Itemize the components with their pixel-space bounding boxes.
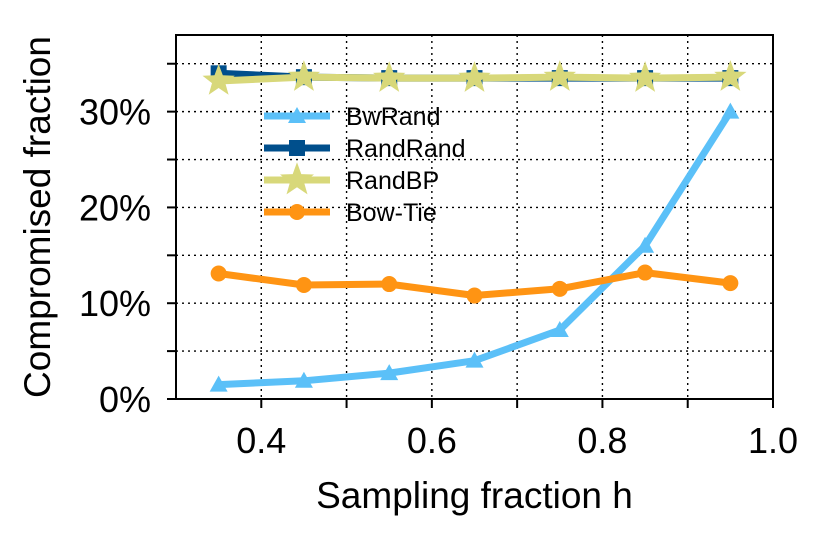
axis-ticks xyxy=(167,62,774,408)
data-point-bow-tie xyxy=(466,287,483,304)
data-point-bwrand xyxy=(465,351,484,368)
data-point-bow-tie xyxy=(381,276,398,293)
data-point-randbp xyxy=(543,60,576,91)
data-point-bwrand xyxy=(209,375,228,392)
x-axis-title: Sampling fraction h xyxy=(316,475,633,516)
data-point-bow-tie xyxy=(722,275,739,292)
data-point-bwrand xyxy=(380,364,399,381)
x-tick-label: 0.6 xyxy=(407,420,457,461)
y-tick-label: 20% xyxy=(79,187,151,228)
x-tick-label: 0.8 xyxy=(577,420,627,461)
data-point-bwrand xyxy=(294,371,313,388)
x-tick-label: 0.4 xyxy=(236,420,286,461)
legend-marker-randrand xyxy=(289,140,305,156)
y-tick-label: 0% xyxy=(99,379,151,420)
data-point-bow-tie xyxy=(210,265,227,282)
legend-label-bow-tie: Bow-Tie xyxy=(346,199,437,227)
data-point-bwrand xyxy=(721,102,740,119)
data-point-randbp xyxy=(287,60,321,91)
legend-marker-bwrand xyxy=(288,107,306,123)
grid xyxy=(176,35,773,399)
x-tick-label: 1.0 xyxy=(748,420,798,461)
data-point-bwrand xyxy=(636,236,655,253)
legend-marker-bow-tie xyxy=(289,204,305,220)
data-point-bow-tie xyxy=(637,264,654,281)
data-point-randbp xyxy=(628,61,662,92)
y-tick-label: 30% xyxy=(79,92,151,133)
legend-marker-randbp xyxy=(280,162,314,195)
data-point-randbp xyxy=(458,61,491,92)
data-point-bow-tie xyxy=(295,277,312,294)
tick-labels: 0.4 0.6 0.8 1.0 0% 10% 20% 30% xyxy=(79,92,798,461)
plot-frame xyxy=(175,34,774,400)
data-point-randbp xyxy=(373,61,406,92)
legend-label-bwrand: BwRand xyxy=(346,103,441,131)
data-point-randbp xyxy=(202,64,235,95)
series-markers xyxy=(202,60,747,392)
data-point-randbp xyxy=(714,60,747,91)
legend: BwRand RandRand RandBP Bow-Tie xyxy=(264,103,466,227)
data-point-bow-tie xyxy=(551,280,568,297)
data-point-bwrand xyxy=(550,321,569,338)
legend-label-randbp: RandBP xyxy=(346,167,439,195)
y-axis-title: Compromised fraction xyxy=(17,36,58,398)
legend-label-randrand: RandRand xyxy=(346,135,466,163)
y-tick-label: 10% xyxy=(79,283,151,324)
